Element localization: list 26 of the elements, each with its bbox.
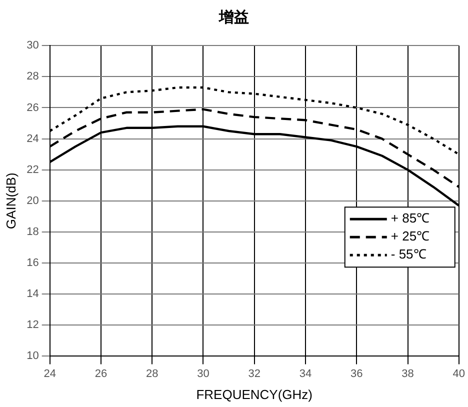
y-tick-label: 14 — [26, 288, 39, 300]
y-tick-label: 20 — [26, 194, 39, 207]
y-axis-title: GAIN(dB) — [3, 172, 18, 230]
x-tick-label: 30 — [197, 368, 210, 380]
x-tick-label: 34 — [299, 368, 312, 380]
x-axis-title: FREQUENCY(GHz) — [196, 386, 312, 402]
x-tick-label: 28 — [146, 368, 158, 380]
x-tick-label: 26 — [94, 368, 108, 380]
x-tick-label: 32 — [248, 368, 260, 380]
legend-label: + 25℃ — [390, 228, 430, 244]
y-tick-label: 26 — [26, 102, 39, 114]
y-tick-label: 12 — [26, 319, 39, 332]
y-tick-label: 24 — [26, 132, 39, 145]
y-tick-label: 30 — [26, 40, 39, 52]
y-tick-label: 16 — [26, 257, 39, 270]
legend-label: - 55℃ — [390, 246, 426, 262]
y-tick-label: 28 — [26, 70, 39, 83]
y-tick-label: 22 — [26, 164, 39, 176]
x-tick-label: 38 — [402, 368, 414, 380]
y-tick-label: 10 — [26, 350, 39, 362]
x-tick-label: 40 — [452, 368, 466, 380]
y-tick-label: 18 — [26, 226, 39, 238]
x-tick-label: 24 — [44, 368, 56, 380]
chart-title: 增益 — [218, 8, 250, 27]
legend-label: + 85℃ — [390, 210, 430, 226]
x-tick-label: 36 — [350, 368, 363, 380]
